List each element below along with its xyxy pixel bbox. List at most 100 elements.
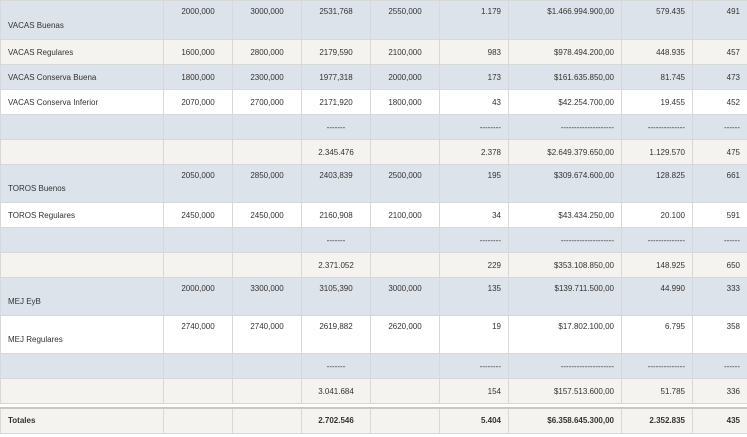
table-row: MEJ EyB 2000,000 3300,000 3105,390 3000,000 1… xyxy=(0,277,747,316)
cell-col-4 xyxy=(370,139,440,165)
cell-col-4 xyxy=(370,114,440,140)
cell-col-5: 173 xyxy=(439,64,509,90)
cell-col-8: 457 xyxy=(692,39,747,65)
cell-col-3: 2619,882 xyxy=(301,315,371,354)
cell-col-6: $2.649.379.650,00 xyxy=(508,139,622,165)
cell-col-8: 336 xyxy=(692,378,747,404)
cell-col-3: 2.371.052 xyxy=(301,252,371,278)
cell-col-7: 81.745 xyxy=(621,64,693,90)
cell-col-4: 1800,000 xyxy=(370,89,440,115)
totals-cell-col-8: 435 xyxy=(692,406,747,434)
cell-col-8: 358 xyxy=(692,315,747,354)
cell-col-8: ------ xyxy=(692,114,747,140)
table-row: 2.345.476 2.378 $2.649.379.650,00 1.129.570… xyxy=(0,139,747,165)
cell-col-6: $1.466.994.900,00 xyxy=(508,0,622,40)
row-label: VACAS Conserva Buena xyxy=(0,64,164,90)
cell-col-1 xyxy=(163,378,233,404)
cell-col-5: 2.378 xyxy=(439,139,509,165)
cell-col-5: 229 xyxy=(439,252,509,278)
row-label: VACAS Regulares xyxy=(0,39,164,65)
cell-col-5: 19 xyxy=(439,315,509,354)
cell-col-6: $157.513.600,00 xyxy=(508,378,622,404)
cell-col-3: 2403,839 xyxy=(301,164,371,203)
cell-col-6: $978.494.200,00 xyxy=(508,39,622,65)
cell-col-3: 2160,908 xyxy=(301,202,371,228)
cell-col-1 xyxy=(163,139,233,165)
cell-col-8: 661 xyxy=(692,164,747,203)
table-row: ------- -------- -------------------- -----… xyxy=(0,353,747,379)
totals-row: Totales 2.702.546 5.404 $6.358.645.300,00 2.… xyxy=(0,406,747,434)
table-row: 2.371.052 229 $353.108.850,00 148.925 650 xyxy=(0,252,747,278)
cell-col-1 xyxy=(163,353,233,379)
cell-col-3: ------- xyxy=(301,114,371,140)
cell-col-4: 2500,000 xyxy=(370,164,440,203)
cell-col-2: 2850,000 xyxy=(232,164,302,203)
cell-col-7: 448.935 xyxy=(621,39,693,65)
cell-col-8: 475 xyxy=(692,139,747,165)
cell-col-7: 579.435 xyxy=(621,0,693,40)
totals-cell-col-6: $6.358.645.300,00 xyxy=(508,406,622,434)
table-row: TOROS Regulares 2450,000 2450,000 2160,908 2… xyxy=(0,202,747,228)
table-row: ------- -------- -------------------- -----… xyxy=(0,227,747,253)
cell-col-2: 3300,000 xyxy=(232,277,302,316)
cell-col-7: 1.129.570 xyxy=(621,139,693,165)
cell-col-1 xyxy=(163,227,233,253)
cell-col-7: 6.795 xyxy=(621,315,693,354)
cell-col-7: 44.990 xyxy=(621,277,693,316)
row-label xyxy=(0,252,164,278)
totals-cell-col-3: 2.702.546 xyxy=(301,406,371,434)
cell-col-4: 2550,000 xyxy=(370,0,440,40)
cell-col-1: 2000,000 xyxy=(163,277,233,316)
row-label xyxy=(0,139,164,165)
cell-col-7: 19.455 xyxy=(621,89,693,115)
cell-col-5: -------- xyxy=(439,227,509,253)
cell-col-3: 2531,768 xyxy=(301,0,371,40)
cell-col-7: 128.825 xyxy=(621,164,693,203)
cell-col-3: ------- xyxy=(301,353,371,379)
spacer-cell xyxy=(0,403,747,408)
row-label xyxy=(0,353,164,379)
totals-cell-col-4 xyxy=(370,406,440,434)
cell-col-1: 2050,000 xyxy=(163,164,233,203)
cell-col-5: 43 xyxy=(439,89,509,115)
table-row: VACAS Buenas 2000,000 3000,000 2531,768 2550… xyxy=(0,0,747,40)
table-row: VACAS Regulares 1600,000 2800,000 2179,590 2… xyxy=(0,39,747,65)
row-label: VACAS Conserva Inferior xyxy=(0,89,164,115)
row-label: TOROS Regulares xyxy=(0,202,164,228)
totals-cell-col-2 xyxy=(232,406,302,434)
cell-col-8: ------ xyxy=(692,227,747,253)
table-row: MEJ Regulares 2740,000 2740,000 2619,882 262… xyxy=(0,315,747,354)
cell-col-5: 1.179 xyxy=(439,0,509,40)
cell-col-4 xyxy=(370,353,440,379)
row-label xyxy=(0,114,164,140)
row-label: VACAS Buenas xyxy=(0,0,164,40)
table-row: ------- -------- -------------------- -----… xyxy=(0,114,747,140)
cell-col-3: 3105,390 xyxy=(301,277,371,316)
cell-col-5: 195 xyxy=(439,164,509,203)
cell-col-3: 1977,318 xyxy=(301,64,371,90)
cell-col-6: -------------------- xyxy=(508,114,622,140)
cell-col-6: -------------------- xyxy=(508,227,622,253)
cell-col-8: 452 xyxy=(692,89,747,115)
cell-col-5: 983 xyxy=(439,39,509,65)
cell-col-8: 473 xyxy=(692,64,747,90)
cell-col-5: 34 xyxy=(439,202,509,228)
cell-col-7: 148.925 xyxy=(621,252,693,278)
cell-col-8: 650 xyxy=(692,252,747,278)
spacer-row xyxy=(0,403,747,408)
table-row: 3.041.684 154 $157.513.600,00 51.785 336 xyxy=(0,378,747,404)
cell-col-8: 333 xyxy=(692,277,747,316)
cell-col-2 xyxy=(232,252,302,278)
cell-col-5: 154 xyxy=(439,378,509,404)
cell-col-7: -------------- xyxy=(621,114,693,140)
table-row: VACAS Conserva Buena 1800,000 2300,000 1977… xyxy=(0,64,747,90)
cell-col-8: 491 xyxy=(692,0,747,40)
cell-col-6: $17.802.100,00 xyxy=(508,315,622,354)
cell-col-2: 2740,000 xyxy=(232,315,302,354)
cell-col-1: 2740,000 xyxy=(163,315,233,354)
cell-col-2 xyxy=(232,114,302,140)
row-label: MEJ EyB xyxy=(0,277,164,316)
cell-col-7: 51.785 xyxy=(621,378,693,404)
cell-col-2: 2300,000 xyxy=(232,64,302,90)
